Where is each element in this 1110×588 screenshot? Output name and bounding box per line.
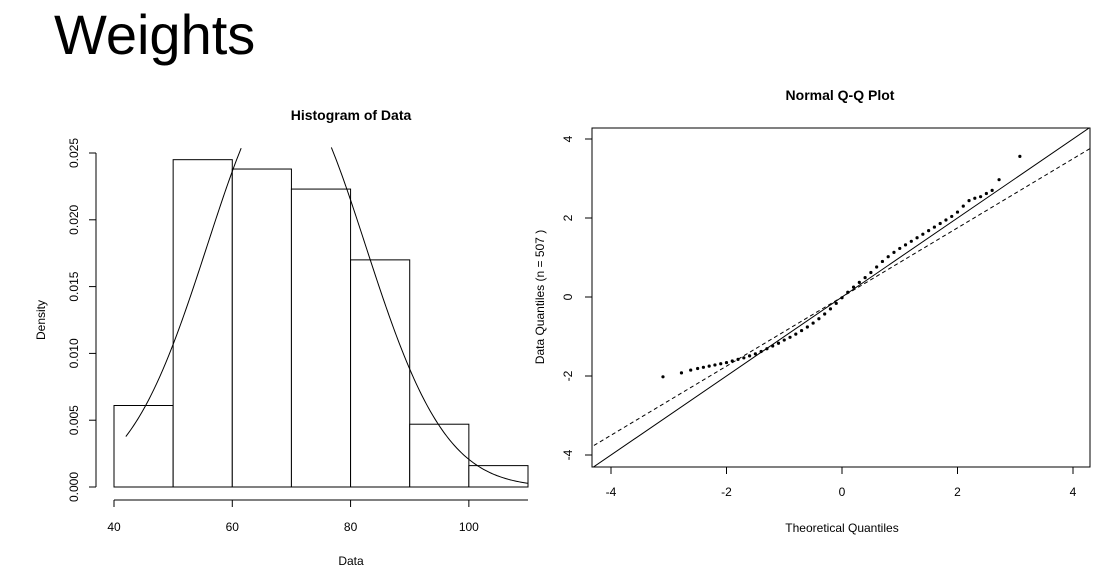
histogram-y-tick-label-1: 0.000 <box>67 472 81 502</box>
qq-x-tick-label-3: 0 <box>839 485 846 499</box>
histogram-normal-curve <box>125 147 529 484</box>
qq-point-45 <box>932 225 937 229</box>
qq-point-55 <box>990 188 994 192</box>
histogram-y-tick-label-3: 0.010 <box>67 338 81 368</box>
qq-point-25 <box>817 317 821 321</box>
histogram-x-tick-label-3: 80 <box>344 520 358 534</box>
qq-x-tick-label-2: -2 <box>721 485 732 499</box>
qq-y-label: Data Quantiles (n = 507 ) <box>533 230 547 364</box>
qq-point-12 <box>742 356 746 360</box>
histogram-axes: 0.000 0.005 0.010 0.015 0.020 0.025 40 60 80 100 <box>67 138 528 534</box>
qq-point-40 <box>903 243 908 247</box>
qq-point-46 <box>938 221 942 226</box>
histogram-y-label: Density <box>34 300 48 340</box>
qq-point-47 <box>944 218 948 222</box>
qq-point-54 <box>984 191 988 196</box>
histogram-bar-3 <box>231 168 292 488</box>
histogram-x-tick-label-1: 40 <box>107 520 121 534</box>
qq-y-tick-label-2: -2 <box>561 370 575 381</box>
qq-point-52 <box>973 196 977 200</box>
qq-point-51 <box>967 199 971 203</box>
histogram-bar-5 <box>350 259 411 488</box>
qq-point-14 <box>753 352 757 356</box>
qq-x-tick-label-1: -4 <box>606 485 617 499</box>
qq-point-31 <box>851 285 856 289</box>
qq-point-48 <box>950 214 954 219</box>
qq-point-23 <box>805 325 809 329</box>
qq-y-tick-label-3: 0 <box>561 293 575 300</box>
qq-point-13 <box>748 354 752 358</box>
qq-point-6 <box>707 364 711 368</box>
qq-point-9 <box>724 360 729 365</box>
slide-title: Weights <box>54 3 256 66</box>
qq-point-8 <box>719 362 723 366</box>
qq-x-label: Theoretical Quantiles <box>785 521 898 535</box>
qq-point-43 <box>921 232 925 236</box>
qq-point-2 <box>679 371 684 375</box>
qq-point-16 <box>765 347 769 351</box>
qq-point-19 <box>782 338 786 342</box>
qq-point-17 <box>771 344 775 348</box>
qq-point-11 <box>736 357 740 362</box>
qq-point-21 <box>794 332 798 336</box>
qq-y-tick-label-5: 4 <box>561 135 575 142</box>
qq-point-41 <box>909 239 913 243</box>
histogram-bars <box>113 159 529 488</box>
qq-point-10 <box>730 359 734 363</box>
histogram-x-label: Data <box>338 554 364 568</box>
qq-point-57 <box>1018 154 1022 158</box>
qq-point-29 <box>840 296 844 300</box>
histogram-bar-6 <box>409 423 470 488</box>
qq-point-5 <box>701 365 706 369</box>
qq-point-32 <box>857 280 861 284</box>
qq-point-4 <box>696 366 700 371</box>
qq-point-39 <box>898 246 902 251</box>
qq-point-37 <box>886 255 890 259</box>
qq-point-27 <box>828 307 833 311</box>
qq-point-50 <box>961 204 965 208</box>
histogram-x-tick-label-2: 60 <box>226 520 240 534</box>
qq-point-42 <box>915 236 919 240</box>
qq-point-20 <box>788 335 792 339</box>
histogram-bar-1 <box>113 405 174 488</box>
qq-y-tick-label-1: -4 <box>561 449 575 460</box>
histogram-title: Histogram of Data <box>291 107 412 123</box>
qq-point-53 <box>979 195 983 199</box>
qq-point-36 <box>880 259 885 264</box>
qq-point-33 <box>863 276 867 280</box>
qq-point-35 <box>875 265 879 269</box>
qq-plot-title: Normal Q-Q Plot <box>786 87 895 103</box>
qq-point-28 <box>834 301 838 305</box>
qq-point-30 <box>846 290 850 294</box>
qq-point-56 <box>997 178 1001 182</box>
qq-point-22 <box>799 328 804 333</box>
qq-point-49 <box>955 210 960 214</box>
qq-point-18 <box>776 341 781 345</box>
qq-point-7 <box>713 363 717 367</box>
qq-point-34 <box>869 270 873 275</box>
qq-points <box>661 154 1022 379</box>
qq-point-44 <box>927 229 931 233</box>
qq-point-24 <box>811 321 815 325</box>
qq-point-1 <box>661 375 665 379</box>
histogram-y-tick-label-4: 0.015 <box>67 271 81 301</box>
qq-point-26 <box>823 312 827 316</box>
qq-x-tick-label-5: 4 <box>1070 485 1077 499</box>
qq-point-15 <box>759 349 763 354</box>
histogram-y-tick-label-6: 0.025 <box>67 138 81 168</box>
histogram-y-tick-label-5: 0.020 <box>67 204 81 234</box>
histogram-x-tick-label-4: 100 <box>459 520 479 534</box>
histogram-y-tick-label-2: 0.005 <box>67 405 81 435</box>
histogram-bar-4 <box>290 188 352 488</box>
qq-plot-frame-group: -4 -2 0 2 4 -4 -2 0 2 4 <box>561 127 1091 499</box>
histogram-bar-2 <box>172 159 233 488</box>
qq-x-tick-label-4: 2 <box>954 485 961 499</box>
qq-point-3 <box>689 368 693 372</box>
histogram-normal-curve-group <box>125 147 529 484</box>
qq-point-38 <box>892 250 896 254</box>
qq-y-tick-label-4: 2 <box>561 214 575 221</box>
